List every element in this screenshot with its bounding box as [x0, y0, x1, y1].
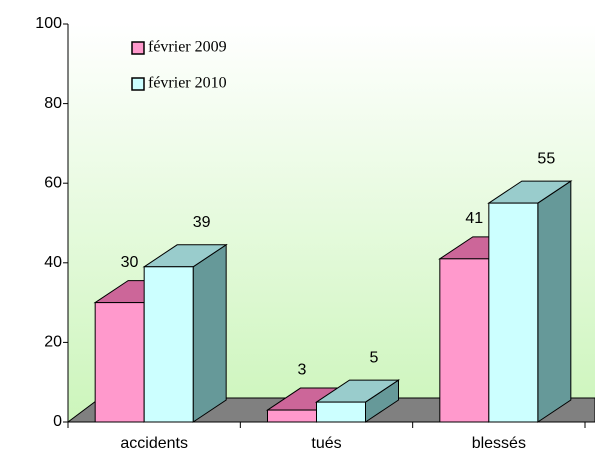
bar [94, 302, 145, 423]
legend-swatch [131, 77, 145, 91]
y-tick-label: 40 [44, 254, 62, 271]
value-label: 5 [370, 349, 379, 366]
bar-side [537, 180, 572, 423]
value-label: 30 [121, 254, 139, 271]
bar [143, 266, 194, 423]
x-tick-label: tués [311, 435, 341, 452]
y-tick-label: 20 [44, 334, 62, 351]
bar [439, 258, 490, 423]
y-tick-label: 80 [44, 95, 62, 112]
y-tick-label: 60 [44, 174, 62, 191]
x-tick-label: blessés [472, 435, 526, 452]
legend-label: février 2009 [148, 39, 227, 56]
value-label: 55 [537, 150, 555, 167]
legend-label: février 2010 [148, 75, 227, 92]
bar [267, 409, 317, 423]
y-tick-label: 0 [53, 413, 62, 430]
bar [316, 401, 366, 423]
x-tick-label: accidents [120, 435, 188, 452]
legend-swatch [131, 41, 145, 55]
bar [488, 202, 539, 423]
y-tick-label: 100 [35, 15, 62, 32]
value-label: 3 [297, 361, 306, 378]
bar-side [192, 243, 227, 423]
value-label: 39 [193, 214, 211, 231]
value-label: 41 [465, 210, 483, 227]
